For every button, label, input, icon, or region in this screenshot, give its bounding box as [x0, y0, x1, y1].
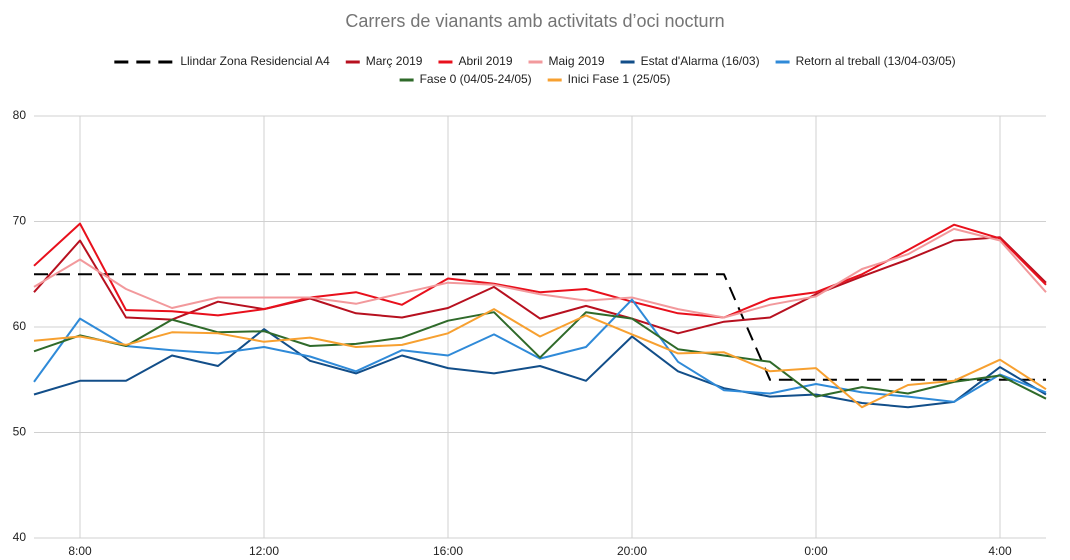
x-tick-label: 16:00 — [433, 544, 463, 558]
legend-label: Fase 0 (04/05-24/05) — [420, 72, 532, 86]
series-line — [33, 308, 1047, 409]
legend-label: Maig 2019 — [549, 54, 605, 68]
legend-label: Abril 2019 — [458, 54, 512, 68]
x-tick-label: 4:00 — [988, 544, 1012, 558]
series-line — [33, 222, 1047, 319]
legend-label: Retorn al treball (13/04-03/05) — [796, 54, 956, 68]
y-tick-label: 50 — [13, 425, 27, 439]
legend-row: Llindar Zona Residencial A4 Març 2019 Abri… — [114, 54, 956, 68]
series-line — [33, 227, 1047, 319]
series-line — [33, 311, 1047, 400]
legend-label: Inici Fase 1 (25/05) — [568, 72, 671, 86]
y-tick-label: 80 — [13, 108, 27, 122]
series-line — [33, 236, 1047, 335]
legend-label: Llindar Zona Residencial A4 — [180, 54, 330, 68]
legend-row: Fase 0 (04/05-24/05) Inici Fase 1 (25/05) — [399, 72, 671, 86]
x-tick-label: 8:00 — [68, 544, 92, 558]
x-tick-label: 20:00 — [617, 544, 647, 558]
x-tick-label: 12:00 — [249, 544, 279, 558]
x-tick-label: 0:00 — [804, 544, 828, 558]
y-tick-label: 70 — [13, 214, 27, 228]
legend-label: Estat d'Alarma (16/03) — [641, 54, 760, 68]
y-tick-label: 40 — [13, 530, 27, 544]
series-line — [34, 273, 1046, 381]
y-tick-label: 60 — [13, 319, 27, 333]
series-line — [33, 328, 1047, 409]
chart-title: Carrers de vianants amb activitats d’oci… — [345, 11, 724, 31]
legend-label: Març 2019 — [366, 54, 423, 68]
